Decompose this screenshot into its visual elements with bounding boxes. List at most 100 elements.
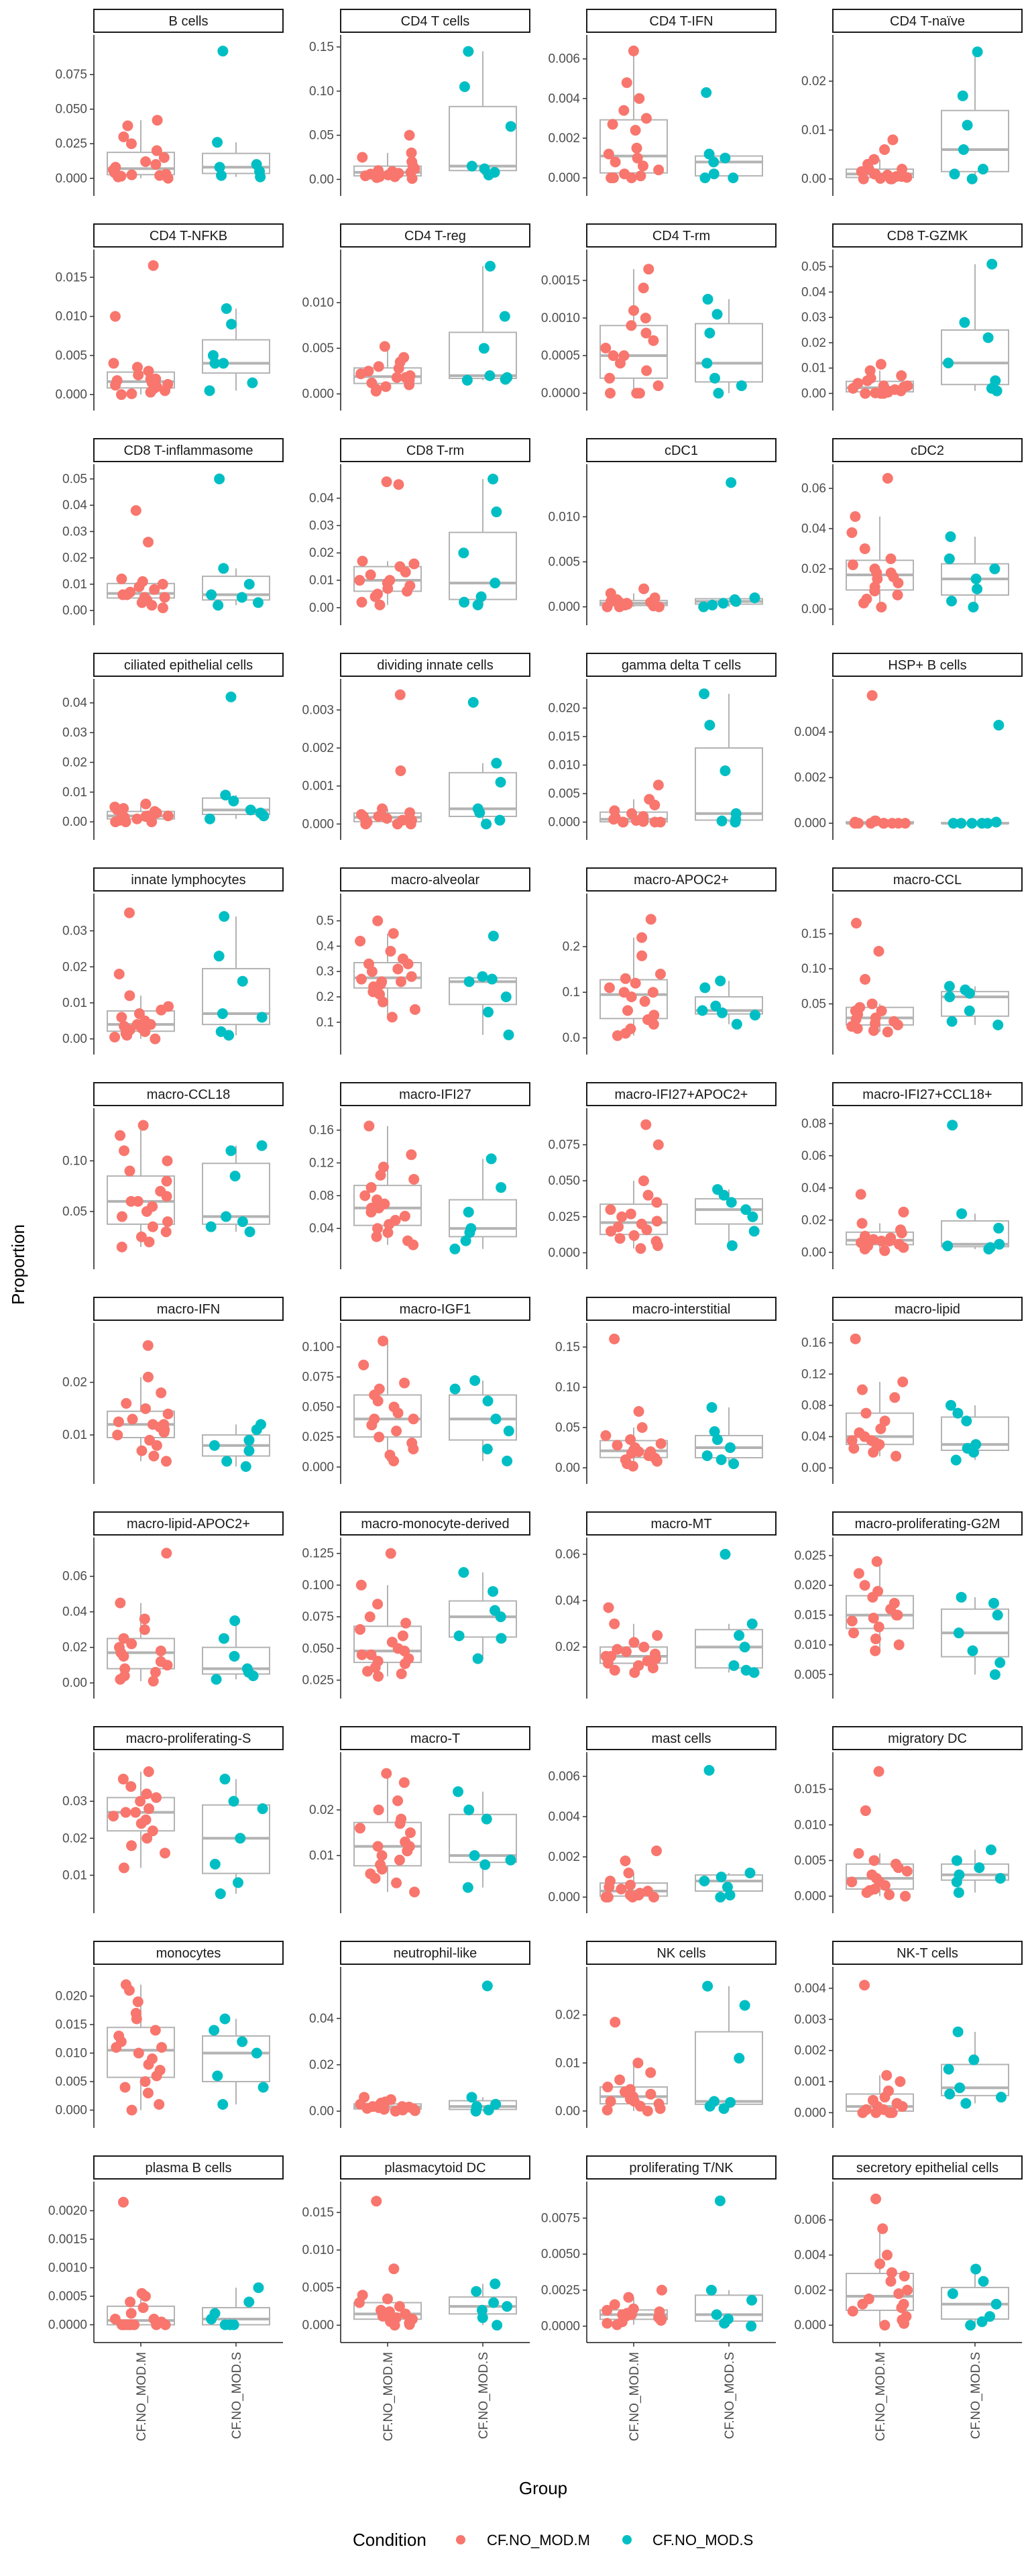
facet-panels: B cells 0.000 0.025 0.050 0.075 CD4 T cells 0.… [48, 9, 1023, 2343]
panel-plasma-b-cells: plasma B cells 0.0000 0.0005 0.0010 0.0015 0.… [48, 2155, 284, 2343]
data-point [884, 1889, 895, 1900]
data-point [946, 1016, 958, 1027]
iqr-box [941, 109, 1009, 172]
panel-strip [586, 1082, 777, 1106]
data-point [126, 169, 137, 180]
panel-title: macro-lipid-APOC2+ [127, 1517, 250, 1532]
data-point [486, 973, 498, 985]
boxplot-m [846, 1980, 914, 2118]
y-tick-label: 0.10 [801, 962, 826, 976]
data-point [618, 987, 630, 998]
data-point [600, 1430, 612, 1441]
boxplot-s [695, 975, 763, 1030]
data-point [488, 474, 499, 485]
data-point [505, 1854, 516, 1866]
data-point [363, 1120, 375, 1132]
data-point [703, 148, 715, 160]
data-point [119, 1145, 130, 1157]
data-point [115, 1130, 126, 1141]
data-point [861, 1887, 872, 1898]
data-point [213, 600, 224, 611]
boxplot-s [695, 1184, 763, 1251]
data-point [944, 991, 956, 1002]
data-point [870, 168, 881, 180]
y-tick-label: 0.4 [317, 939, 335, 953]
data-point [954, 2082, 966, 2094]
data-point [372, 915, 384, 926]
data-point [956, 1208, 968, 1220]
data-point [243, 1445, 255, 1456]
y-tick-label: 0.075 [548, 1138, 580, 1152]
data-point [357, 555, 368, 567]
data-point [376, 1864, 388, 1875]
data-point [158, 152, 170, 163]
data-point [614, 2074, 626, 2086]
data-point [635, 1243, 646, 1254]
data-point [856, 1218, 868, 1229]
data-point [216, 170, 227, 181]
data-point [994, 1238, 1005, 1250]
data-point [637, 814, 648, 825]
data-point [469, 1375, 481, 1386]
data-point [226, 319, 237, 330]
y-tick-label: 0.03 [801, 311, 826, 325]
data-point [746, 1618, 758, 1629]
data-point [716, 815, 728, 826]
boxplot-m [846, 1556, 914, 1656]
data-point [706, 1402, 718, 1413]
data-point [631, 388, 642, 399]
data-point [635, 170, 646, 182]
data-point [853, 1847, 864, 1859]
data-point [870, 1645, 881, 1656]
y-tick-label: 0.020 [794, 1578, 826, 1593]
data-point [481, 1444, 493, 1454]
data-point [209, 2025, 220, 2036]
data-point [991, 385, 1003, 396]
data-point [156, 1004, 167, 1016]
panel-title: CD8 T-rm [406, 443, 464, 458]
data-point [126, 1840, 137, 1851]
panel-neutrophil-like: neutrophil-like 0.00 0.02 0.04 [309, 1941, 530, 2128]
data-point [886, 2267, 897, 2278]
boxplot-m [353, 1768, 422, 1898]
data-point [625, 1434, 636, 1445]
data-point [859, 1980, 870, 1991]
y-tick-label: 0.010 [794, 1638, 826, 1652]
panel-title: macro-T [410, 1731, 460, 1746]
data-point [229, 1650, 240, 1662]
data-point [365, 569, 376, 580]
data-point [379, 341, 390, 352]
y-tick-label: 0.01 [62, 578, 87, 592]
data-point [406, 156, 418, 168]
data-point [140, 156, 152, 168]
boxplot-s [695, 1548, 763, 1678]
data-point [111, 804, 123, 816]
data-point [140, 1403, 152, 1414]
data-point [846, 527, 858, 538]
data-point [728, 172, 739, 184]
y-tick-label: 0.06 [801, 482, 826, 496]
data-point [600, 1651, 612, 1662]
y-tick-label: 0.000 [794, 2318, 826, 2332]
panel-title: HSP+ B cells [888, 658, 966, 673]
data-point [148, 1676, 159, 1687]
data-point [213, 951, 225, 962]
x-tick-label: CF.NO_MOD.M [382, 2352, 396, 2441]
data-point [223, 1030, 235, 1041]
y-tick-label: 0.00 [62, 604, 87, 618]
y-tick-label: 0.000 [548, 1890, 580, 1904]
data-point [378, 2104, 390, 2115]
data-point [144, 1803, 155, 1815]
data-point [117, 1211, 128, 1222]
y-tick-label: 0.02 [309, 1803, 334, 1817]
boxplot-m [353, 1548, 422, 1682]
panel-title: CD4 T-NFKB [150, 229, 227, 244]
data-point [638, 282, 649, 294]
y-tick-label: 0.15 [555, 1340, 580, 1354]
data-point [718, 2103, 730, 2114]
panel-b-cells: B cells 0.000 0.025 0.050 0.075 [55, 9, 284, 196]
y-tick-label: 0.006 [548, 52, 580, 66]
data-point [608, 172, 619, 184]
y-tick-label: 0.04 [309, 492, 334, 506]
data-point [463, 976, 475, 987]
